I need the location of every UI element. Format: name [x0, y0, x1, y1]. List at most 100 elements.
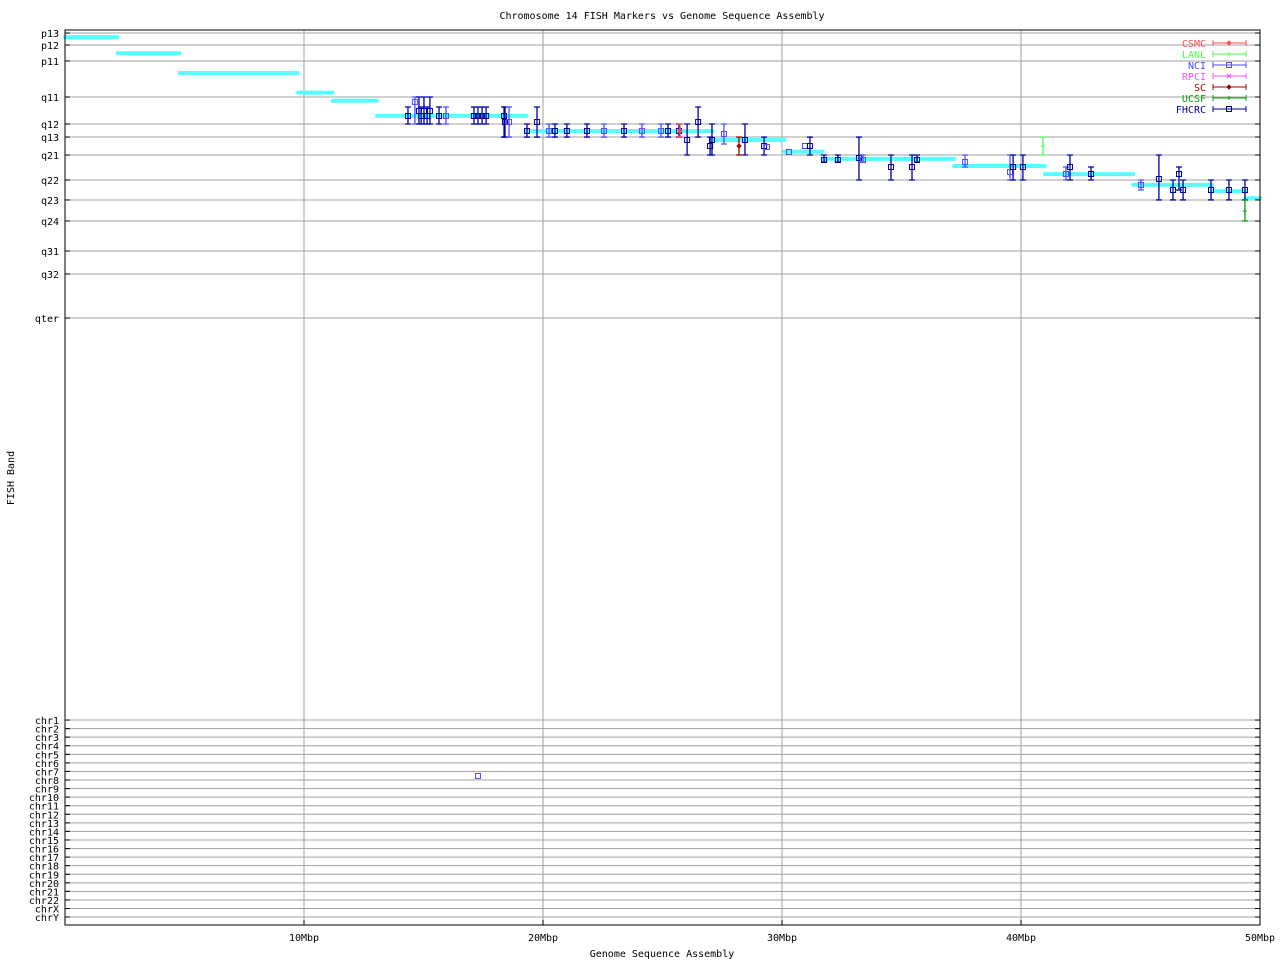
- y-tick-label: chr18: [29, 862, 59, 873]
- y-tick-label: chr8: [35, 776, 59, 787]
- y-tick-label: chr15: [29, 836, 59, 847]
- marker-fhcrc: [741, 123, 748, 156]
- marker-fhcrc: [474, 106, 481, 125]
- marker-fhcrc: [887, 154, 894, 181]
- marker-point: [411, 98, 418, 105]
- marker-fhcrc: [1180, 179, 1187, 201]
- marker-point: [695, 119, 702, 126]
- error-bar: [545, 123, 552, 138]
- y-tick-label: chr20: [29, 879, 59, 890]
- marker-nci: [411, 96, 418, 125]
- marker-nci: [860, 154, 867, 164]
- plot-border: [64, 29, 1261, 926]
- y-tick-label: chr4: [35, 742, 59, 753]
- marker-nci: [801, 142, 808, 149]
- marker-nci: [1137, 179, 1144, 191]
- error-bar: [887, 154, 894, 181]
- marker-point: [563, 127, 570, 134]
- marker-fhcrc: [684, 123, 691, 156]
- error-bar: [664, 123, 671, 138]
- legend-line: [1212, 106, 1247, 112]
- y-tick-label: q12: [41, 120, 59, 131]
- marker-point: [1040, 143, 1045, 148]
- legend-marker: [1227, 52, 1231, 56]
- marker-fhcrc: [1019, 154, 1026, 181]
- x-tick-label: 20Mbp: [528, 933, 558, 944]
- marker-fhcrc: [695, 106, 702, 138]
- marker-point: [887, 164, 894, 171]
- marker-point: [834, 157, 841, 164]
- error-bar: [720, 123, 727, 145]
- marker-nci: [658, 123, 665, 138]
- legend-marker: [1226, 106, 1232, 112]
- error-bar: [583, 123, 590, 138]
- marker-point: [426, 107, 433, 114]
- x-tick-label: 40Mbp: [1006, 933, 1036, 944]
- x-tick-label: 10Mbp: [289, 933, 319, 944]
- y-tick-label: chr14: [29, 827, 59, 838]
- marker-point: [1242, 208, 1247, 213]
- marker-fhcrc: [436, 106, 443, 125]
- marker-point: [720, 130, 727, 137]
- y-tick-label: chr1: [35, 716, 59, 727]
- marker-point: [404, 113, 411, 120]
- marker-nci: [600, 123, 607, 138]
- marker-point: [1170, 187, 1177, 194]
- error-bar: [1180, 179, 1187, 201]
- x-axis-label: Genome Sequence Assembly: [590, 949, 735, 960]
- error-bar: [426, 96, 433, 125]
- marker-fhcrc: [404, 106, 411, 125]
- error-bar: [621, 123, 628, 138]
- marker-fhcrc: [551, 123, 558, 138]
- error-bar: [551, 123, 558, 138]
- marker-nci: [720, 123, 727, 145]
- marker-fhcrc: [470, 106, 477, 125]
- marker-point: [677, 128, 683, 134]
- error-bar: [1155, 154, 1162, 201]
- y-tick-label: chr6: [35, 759, 59, 770]
- error-bar: [741, 123, 748, 156]
- error-bar: [436, 106, 443, 125]
- marker-nci: [785, 148, 792, 155]
- x-tick-label: 30Mbp: [767, 933, 797, 944]
- y-tick-label: chr12: [29, 810, 59, 821]
- error-bar: [534, 106, 541, 138]
- marker-lanl: [1039, 136, 1046, 156]
- y-tick-label: chr10: [29, 793, 59, 804]
- marker-point: [914, 157, 921, 164]
- marker-point: [1155, 176, 1162, 183]
- marker-point: [483, 113, 490, 120]
- marker-nci: [545, 123, 552, 138]
- marker-fhcrc: [621, 123, 628, 138]
- marker-point: [785, 148, 792, 155]
- error-bar: [483, 106, 490, 125]
- error-bar: [442, 106, 449, 125]
- legend-label: SC: [1194, 83, 1206, 94]
- grid: [65, 30, 1260, 925]
- marker-nci: [1062, 166, 1069, 181]
- marker-fhcrc: [563, 123, 570, 138]
- marker-point: [479, 113, 486, 120]
- y-tick-label: chr16: [29, 845, 59, 856]
- legend-marker: [1226, 62, 1232, 68]
- marker-nci: [962, 154, 969, 168]
- y-tick-label: chr2: [35, 725, 59, 736]
- marker-point: [1066, 164, 1073, 171]
- y-tick-label: p11: [41, 57, 59, 68]
- y-tick-label: q13: [41, 133, 59, 144]
- marker-point: [1062, 171, 1069, 178]
- y-tick-label: chr11: [29, 802, 59, 813]
- marker-fhcrc: [664, 123, 671, 138]
- marker-point: [534, 119, 541, 126]
- marker-point: [506, 119, 513, 126]
- marker-point: [1180, 187, 1187, 194]
- marker-point: [1208, 187, 1215, 194]
- error-bar: [909, 154, 916, 181]
- marker-fhcrc: [1208, 179, 1215, 201]
- y-tick-label: chr21: [29, 887, 59, 898]
- y-tick-label: q11: [41, 93, 59, 104]
- error-bar: [1010, 154, 1017, 181]
- marker-point: [621, 127, 628, 134]
